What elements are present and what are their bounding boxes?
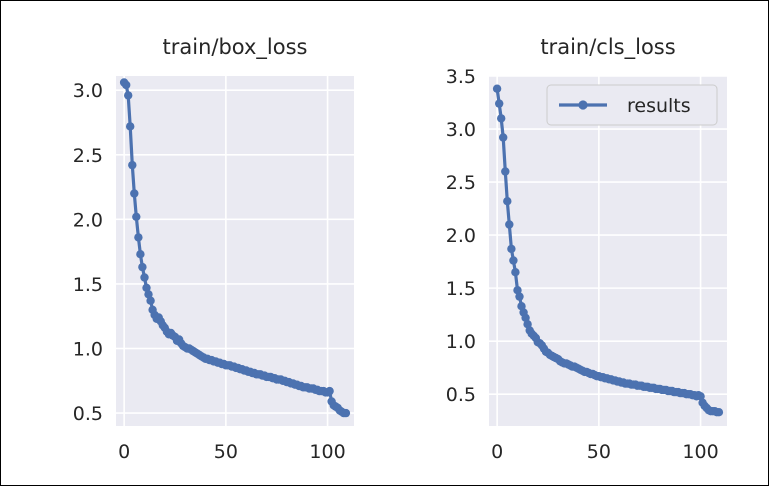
data-point <box>501 167 510 176</box>
data-point <box>134 233 143 242</box>
series-1 <box>119 78 351 418</box>
chart-title: train/cls_loss <box>540 35 675 60</box>
x-tick-label: 100 <box>309 441 345 463</box>
x-tick-label: 50 <box>214 441 238 463</box>
chart-panel-1: 0.5 1.0 1.5 2.0 2.5 3.0 0 50 100 train/box_loss <box>73 35 354 463</box>
data-point <box>146 296 155 305</box>
plot-area <box>489 76 727 426</box>
data-point <box>492 84 502 93</box>
y-tick-label: 3.0 <box>446 119 476 141</box>
y-tick-label: 1.5 <box>446 278 476 300</box>
y-tick-label: 0.5 <box>446 384 476 406</box>
series-1 <box>492 84 724 417</box>
y-tick-label: 3.0 <box>73 80 103 102</box>
y-tick-label: 2.5 <box>73 145 103 167</box>
data-point <box>126 122 135 131</box>
data-point <box>513 286 522 295</box>
data-point <box>505 220 514 229</box>
data-point <box>521 313 530 322</box>
data-point <box>515 292 524 301</box>
plot-area <box>116 76 354 426</box>
y-tick-label: 2.0 <box>73 209 103 231</box>
data-point <box>507 244 516 254</box>
y-tick-label: 0.5 <box>73 403 103 425</box>
data-point <box>138 262 147 272</box>
data-point <box>140 273 149 282</box>
data-point <box>517 302 526 311</box>
data-point <box>122 80 131 90</box>
data-point <box>136 250 145 259</box>
x-tick-label: 0 <box>118 441 130 463</box>
data-point <box>130 189 139 198</box>
data-point <box>341 408 351 418</box>
y-tick-label: 1.0 <box>73 339 103 361</box>
legend-box <box>546 84 718 126</box>
data-point <box>696 392 705 401</box>
legend-marker <box>578 100 588 110</box>
data-point <box>132 212 141 221</box>
data-point <box>497 114 506 123</box>
y-tick-label: 1.5 <box>73 274 103 296</box>
legend-label: results <box>627 95 691 117</box>
data-point <box>128 160 137 170</box>
data-point <box>142 283 151 292</box>
data-point <box>144 290 153 299</box>
data-point <box>495 99 504 108</box>
data-point <box>325 386 334 396</box>
y-tick-label: 1.0 <box>446 331 476 353</box>
x-tick-label: 50 <box>587 441 611 463</box>
data-point <box>523 320 532 329</box>
x-tick-label: 100 <box>682 441 718 463</box>
chart-panel-2: 0.5 1.0 1.5 2.0 2.5 3.0 3.5 0 50 100 train/cls_los… <box>446 35 727 463</box>
x-tick-label: 0 <box>491 441 503 463</box>
data-point <box>509 256 518 265</box>
chart-title: train/box_loss <box>163 35 308 60</box>
data-point <box>499 133 508 142</box>
data-point <box>511 268 520 277</box>
data-point <box>124 91 133 100</box>
data-point <box>503 197 512 206</box>
y-tick-label: 2.5 <box>446 172 476 194</box>
legend: results <box>546 84 718 126</box>
y-tick-label: 2.0 <box>446 225 476 247</box>
data-point <box>714 408 724 417</box>
y-tick-label: 3.5 <box>446 66 476 88</box>
